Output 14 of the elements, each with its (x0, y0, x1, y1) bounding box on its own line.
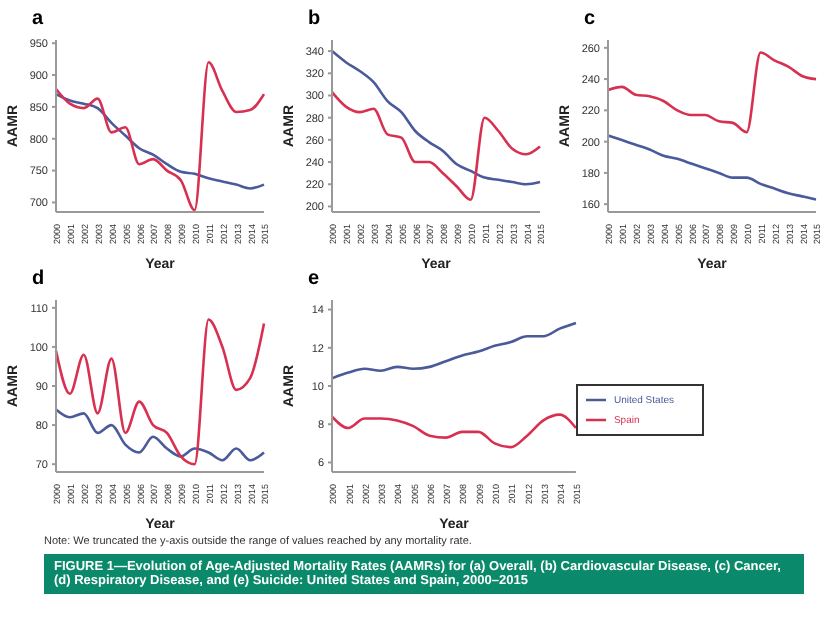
line-series (606, 134, 818, 201)
line-series (330, 90, 542, 202)
line-series (606, 51, 818, 134)
chart-title: d (32, 268, 45, 290)
line-series (54, 92, 266, 190)
line-series (330, 413, 578, 449)
line-series (54, 408, 266, 462)
line-series (54, 318, 266, 466)
chart-title: a (32, 8, 46, 32)
chart-title: e (308, 268, 320, 290)
line-series (330, 321, 578, 380)
line-series (330, 49, 542, 186)
chart-title: c (584, 8, 598, 32)
chart-title: b (308, 8, 323, 32)
